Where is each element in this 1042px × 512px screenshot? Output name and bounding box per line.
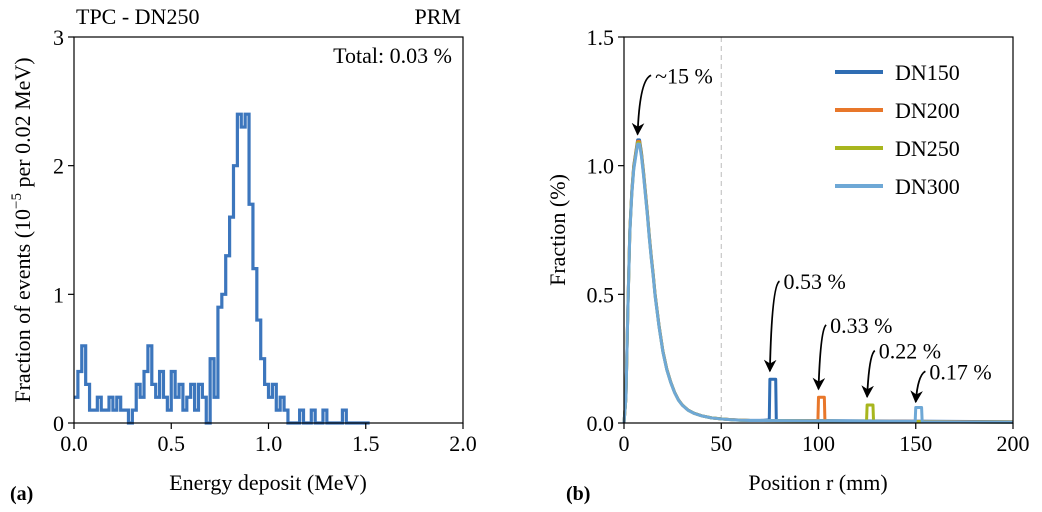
y-label-sup: −5: [9, 193, 25, 209]
plot-frame-a: [73, 36, 464, 424]
y-ticks-b: 0.0 0.5 1.0 1.5: [587, 25, 624, 436]
panel-a: 0.0 0.5 1.0 1.5 2.0 0 1 2 3 TPC - DN250 PRM Tot…: [9, 4, 477, 505]
x-axis-label-b: Position r (mm): [748, 470, 887, 495]
x-ticks-b: 0 50 100 150 200: [619, 423, 1030, 456]
x-ticks-a: 0.0 0.5 1.0 1.5 2.0: [60, 423, 477, 456]
y-tick-label: 1.0: [587, 154, 615, 179]
y-label-pre: Fraction of events (10: [10, 209, 35, 403]
x-tick-label: 0.0: [60, 431, 88, 456]
y-ticks-a: 0 1 2 3: [53, 25, 74, 436]
y-tick-label: 1: [53, 282, 64, 307]
x-tick-label: 0: [619, 431, 630, 456]
x-tick-label: 200: [997, 431, 1030, 456]
title-right-a: PRM: [415, 4, 461, 29]
annotation-label: ~15 %: [655, 63, 713, 88]
annotation-arrow: [910, 370, 926, 404]
x-tick-label: 0.5: [158, 431, 186, 456]
y-tick-label: 1.5: [587, 25, 615, 50]
annotation-arrow: [812, 324, 827, 391]
x-tick-label: 100: [802, 431, 835, 456]
total-annotation: Total: 0.03 %: [333, 43, 452, 68]
y-tick-label: 0.5: [587, 282, 615, 307]
legend-label: DN250: [895, 136, 960, 161]
annotation-arrow: [861, 349, 876, 399]
annotation-label: 0.53 %: [783, 269, 845, 294]
annotation-arrow: [631, 74, 652, 136]
panel-label-a: (a): [10, 483, 33, 505]
annotation-arrow: [763, 280, 781, 373]
y-tick-label: 0.0: [587, 411, 615, 436]
x-tick-label: 1.0: [255, 431, 283, 456]
x-tick-label: 150: [899, 431, 932, 456]
histogram-step-line: [74, 112, 370, 425]
histogram-series: [74, 112, 370, 425]
annotation-label: 0.33 %: [830, 313, 892, 338]
y-tick-label: 3: [53, 25, 64, 50]
annotation-label: 0.22 %: [879, 339, 941, 364]
legend-label: DN300: [895, 174, 960, 199]
y-tick-label: 0: [53, 411, 64, 436]
panel-label-b: (b): [566, 483, 590, 505]
legend-label: DN150: [895, 60, 960, 85]
legend: DN150 DN200 DN250 DN300: [835, 60, 960, 199]
x-tick-label: 50: [710, 431, 732, 456]
y-axis-label-b: Fraction (%): [545, 174, 570, 286]
y-tick-label: 2: [53, 154, 64, 179]
x-tick-label: 1.5: [352, 431, 380, 456]
annotations-b: ~15 % 0.53 % 0.33 %0.22 %0.17 %: [631, 63, 992, 404]
x-axis-label-a: Energy deposit (MeV): [169, 470, 367, 495]
title-left-a: TPC - DN250: [76, 4, 199, 29]
legend-label: DN200: [895, 98, 960, 123]
x-tick-label: 2.0: [449, 431, 477, 456]
series-line-dn300: [622, 142, 1014, 424]
line-series: [622, 138, 1014, 424]
annotation-label: 0.17 %: [929, 359, 991, 384]
panel-b: 0 50 100 150 200 0.0 0.5 1.0 1.5 ~15 % 0.53 % 0.3…: [545, 25, 1030, 505]
y-label-post: per 0.02 MeV): [10, 57, 35, 193]
y-axis-label-a: Fraction of events (10−5 per 0.02 MeV): [9, 57, 35, 402]
